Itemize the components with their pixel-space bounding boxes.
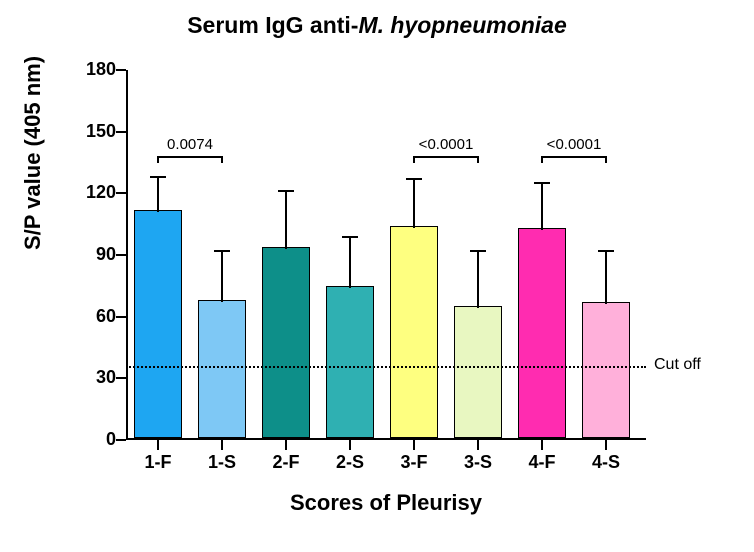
x-tick: [605, 440, 607, 450]
bar: [454, 306, 502, 438]
error-cap: [470, 250, 486, 252]
sig-bracket-drop: [605, 156, 607, 163]
bar: [134, 210, 182, 438]
bar: [518, 228, 566, 438]
y-tick-label: 90: [66, 244, 116, 265]
y-tick-label: 120: [66, 182, 116, 203]
sig-bracket-drop: [157, 156, 159, 163]
y-tick-label: 180: [66, 59, 116, 80]
x-tick-label: 1-S: [208, 452, 236, 473]
sig-label: <0.0001: [547, 136, 602, 153]
bar: [326, 286, 374, 438]
x-tick-label: 2-S: [336, 452, 364, 473]
bar: [582, 302, 630, 438]
plot-area: 03060901201501801-F1-S2-F2-S3-F3-S4-F4-S…: [126, 70, 646, 440]
sig-bracket-drop: [413, 156, 415, 163]
x-tick: [349, 440, 351, 450]
x-tick-label: 3-F: [401, 452, 428, 473]
sig-bracket: [158, 156, 222, 158]
y-tick: [116, 69, 126, 71]
chart-title-italic: M. hyopneumoniae: [358, 12, 566, 38]
sig-bracket: [414, 156, 478, 158]
sig-bracket-drop: [541, 156, 543, 163]
chart-stage: Serum IgG anti-M. hyopneumoniae S/P valu…: [0, 0, 754, 552]
sig-label: <0.0001: [419, 136, 474, 153]
y-tick: [116, 439, 126, 441]
error-bar: [477, 251, 479, 309]
error-bar: [157, 177, 159, 212]
error-bar: [285, 191, 287, 249]
x-tick: [157, 440, 159, 450]
x-tick: [413, 440, 415, 450]
sig-bracket: [542, 156, 606, 158]
error-cap: [598, 250, 614, 252]
bar: [390, 226, 438, 438]
y-axis-line: [126, 70, 128, 440]
x-tick-label: 4-S: [592, 452, 620, 473]
bar: [262, 247, 310, 438]
chart-title: Serum IgG anti-M. hyopneumoniae: [0, 12, 754, 39]
error-cap: [278, 190, 294, 192]
y-axis-title: S/P value (405 nm): [20, 56, 46, 250]
y-tick: [116, 377, 126, 379]
x-tick: [285, 440, 287, 450]
x-tick: [477, 440, 479, 450]
error-cap: [150, 176, 166, 178]
chart-title-prefix: Serum IgG anti-: [187, 12, 358, 38]
sig-bracket-drop: [477, 156, 479, 163]
y-tick: [116, 254, 126, 256]
sig-label: 0.0074: [167, 136, 213, 153]
error-cap: [406, 178, 422, 180]
error-bar: [413, 179, 415, 228]
cutoff-line: [126, 366, 646, 368]
y-tick: [116, 192, 126, 194]
error-cap: [214, 250, 230, 252]
y-tick-label: 0: [66, 429, 116, 450]
y-tick: [116, 316, 126, 318]
error-bar: [541, 183, 543, 230]
y-tick-label: 60: [66, 306, 116, 327]
error-bar: [605, 251, 607, 304]
error-bar: [349, 237, 351, 288]
error-bar: [221, 251, 223, 302]
error-cap: [534, 182, 550, 184]
x-tick: [221, 440, 223, 450]
y-tick: [116, 131, 126, 133]
y-tick-label: 150: [66, 121, 116, 142]
cutoff-label: Cut off: [654, 356, 701, 374]
x-tick: [541, 440, 543, 450]
y-tick-label: 30: [66, 367, 116, 388]
x-axis-line: [126, 438, 646, 440]
x-tick-label: 3-S: [464, 452, 492, 473]
x-tick-label: 1-F: [145, 452, 172, 473]
x-axis-title: Scores of Pleurisy: [126, 490, 646, 516]
sig-bracket-drop: [221, 156, 223, 163]
bar: [198, 300, 246, 438]
x-tick-label: 2-F: [273, 452, 300, 473]
x-tick-label: 4-F: [529, 452, 556, 473]
error-cap: [342, 236, 358, 238]
